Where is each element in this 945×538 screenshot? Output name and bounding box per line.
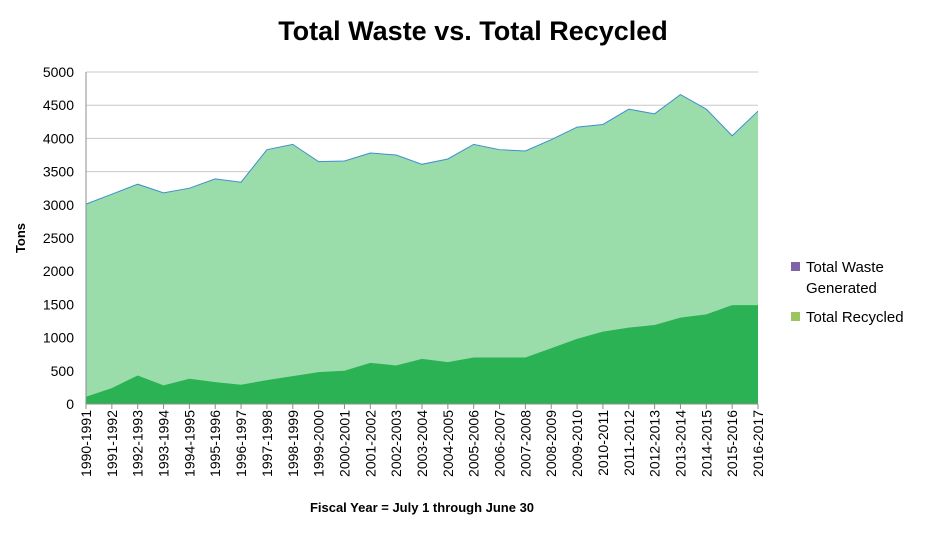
y-tick-label: 2000 bbox=[43, 263, 74, 279]
x-tick-label: 2009-2010 bbox=[569, 410, 585, 477]
y-tick-label: 2500 bbox=[43, 230, 74, 246]
y-tick-label: 1000 bbox=[43, 330, 74, 346]
y-tick-label: 1500 bbox=[43, 296, 74, 312]
x-tick-label: 1997-1998 bbox=[259, 410, 275, 477]
x-tick-label: 2006-2007 bbox=[492, 410, 508, 477]
legend-swatch bbox=[791, 262, 800, 271]
x-axis-title: Fiscal Year = July 1 through June 30 bbox=[310, 500, 534, 515]
x-tick-label: 2004-2005 bbox=[440, 410, 456, 477]
legend-label: Total Recycled bbox=[806, 309, 904, 326]
x-tick-label: 2012-2013 bbox=[647, 410, 663, 477]
x-tick-label: 1990-1991 bbox=[78, 410, 94, 477]
legend: Total Waste Generated Total Recycled bbox=[791, 259, 904, 326]
x-tick-label: 2005-2006 bbox=[466, 410, 482, 477]
legend-label: Total Waste Generated bbox=[806, 259, 884, 297]
y-axis-title: Tons bbox=[13, 223, 28, 253]
x-axis: 1990-1991 1991-1992 1992-1993 1993-1994 1994… bbox=[78, 404, 766, 477]
x-tick-label: 2003-2004 bbox=[414, 410, 430, 477]
x-tick-label: 1992-1993 bbox=[130, 410, 146, 477]
x-tick-label: 2002-2003 bbox=[388, 410, 404, 477]
total-waste-area bbox=[86, 94, 758, 405]
y-tick-label: 500 bbox=[51, 363, 75, 379]
x-tick-label: 2011-2012 bbox=[621, 410, 637, 476]
y-tick-label: 3000 bbox=[43, 197, 74, 213]
x-tick-label: 2016-2017 bbox=[750, 410, 766, 477]
x-tick-label: 1998-1999 bbox=[285, 410, 301, 477]
x-tick-label: 2014-2015 bbox=[698, 410, 714, 477]
y-tick-label: 5000 bbox=[43, 64, 74, 80]
plot-area bbox=[85, 72, 759, 405]
y-tick-label: 4000 bbox=[43, 130, 74, 146]
x-tick-label: 1999-2000 bbox=[311, 410, 327, 477]
total-waste-line bbox=[85, 93, 759, 205]
x-tick-label: 1996-1997 bbox=[233, 410, 249, 477]
x-tick-label: 1991-1992 bbox=[104, 410, 120, 477]
x-tick-label: 1994-1995 bbox=[181, 410, 197, 477]
y-tick-label: 4500 bbox=[43, 97, 74, 113]
x-tick-label: 2001-2002 bbox=[362, 410, 378, 477]
x-tick-label: 2008-2009 bbox=[543, 410, 559, 477]
y-axis: 0 500 1000 1500 2000 2500 3000 3500 4000 4500 5000 bbox=[43, 64, 74, 412]
total-recycled-area bbox=[86, 305, 758, 404]
x-tick-label: 2007-2008 bbox=[517, 410, 533, 477]
x-tick-label: 2013-2014 bbox=[672, 410, 688, 477]
x-tick-label: 1993-1994 bbox=[156, 410, 172, 477]
x-tick-label: 2010-2011 bbox=[595, 410, 611, 476]
x-tick-label: 2000-2001 bbox=[336, 410, 352, 477]
legend-swatch bbox=[791, 312, 800, 321]
x-tick-label: 1995-1996 bbox=[207, 410, 223, 477]
y-tick-label: 0 bbox=[66, 396, 74, 412]
chart-title: Total Waste vs. Total Recycled bbox=[278, 16, 668, 46]
y-tick-label: 3500 bbox=[43, 164, 74, 180]
x-tick-label: 2015-2016 bbox=[724, 410, 740, 477]
